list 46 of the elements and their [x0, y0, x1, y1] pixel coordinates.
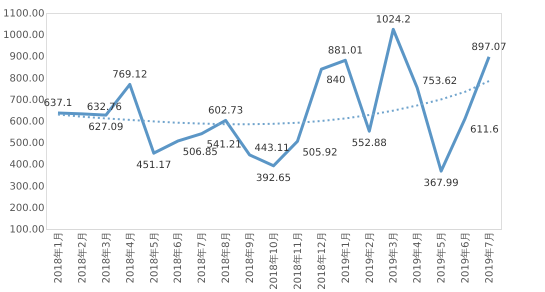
x-tick-label: 2019年1月 — [340, 232, 352, 284]
data-label: 840 — [326, 75, 346, 86]
y-tick-label: 300.00 — [10, 181, 44, 192]
data-label: 602.73 — [208, 105, 244, 116]
y-tick-label: 400.00 — [10, 160, 44, 171]
data-label: 769.12 — [112, 69, 148, 80]
y-tick-label: 700.00 — [10, 94, 44, 106]
data-label: 753.62 — [422, 76, 458, 87]
x-tick-label: 2018年1月 — [52, 232, 64, 284]
data-label: 637.1 — [44, 98, 72, 109]
x-tick-label: 2018年7月 — [196, 232, 208, 284]
y-tick-label: 600.00 — [10, 116, 44, 128]
y-tick-label: 1000.00 — [3, 30, 44, 42]
data-label: 611.6 — [470, 124, 499, 136]
x-tick-label: 2018年12月 — [316, 232, 328, 290]
x-tick-label: 2018年11月 — [292, 232, 304, 290]
x-tick-label: 2018年5月 — [148, 232, 160, 284]
x-tick-label: 2018年6月 — [172, 232, 184, 284]
x-tick-label: 2019年5月 — [436, 232, 448, 284]
x-tick-label: 2019年3月 — [388, 232, 400, 284]
y-tick-label: 500.00 — [10, 138, 44, 150]
y-tick-label: 200.00 — [10, 202, 44, 214]
x-tick-label: 2018年9月 — [244, 232, 256, 284]
data-label: 443.11 — [254, 142, 290, 154]
x-tick-label: 2018年10月 — [268, 232, 280, 290]
x-tick-label: 2019年6月 — [460, 232, 472, 284]
x-tick-label: 2019年2月 — [364, 232, 376, 284]
x-tick-label: 2018年8月 — [220, 232, 232, 284]
data-label: 392.65 — [256, 172, 291, 184]
data-label: 881.01 — [328, 45, 363, 56]
y-tick-label: 100.00 — [10, 224, 44, 236]
x-tick-label: 2018年3月 — [100, 232, 112, 284]
data-label: 897.07 — [472, 42, 507, 53]
data-label: 367.99 — [424, 178, 459, 190]
data-label: 451.17 — [136, 160, 172, 172]
x-tick-label: 2019年7月 — [484, 232, 496, 284]
x-tick-label: 2019年4月 — [412, 232, 424, 284]
x-tick-label: 2018年2月 — [76, 232, 88, 284]
y-tick-label: 800.00 — [10, 73, 44, 84]
data-label: 1024.2 — [376, 14, 411, 26]
x-tick-label: 2018年4月 — [124, 232, 136, 284]
data-label: 552.88 — [352, 138, 387, 150]
y-tick-label: 1100.00 — [3, 8, 44, 20]
data-label: 627.09 — [88, 122, 124, 134]
data-label: 505.92 — [302, 147, 338, 158]
y-tick-label: 900.00 — [10, 52, 44, 63]
